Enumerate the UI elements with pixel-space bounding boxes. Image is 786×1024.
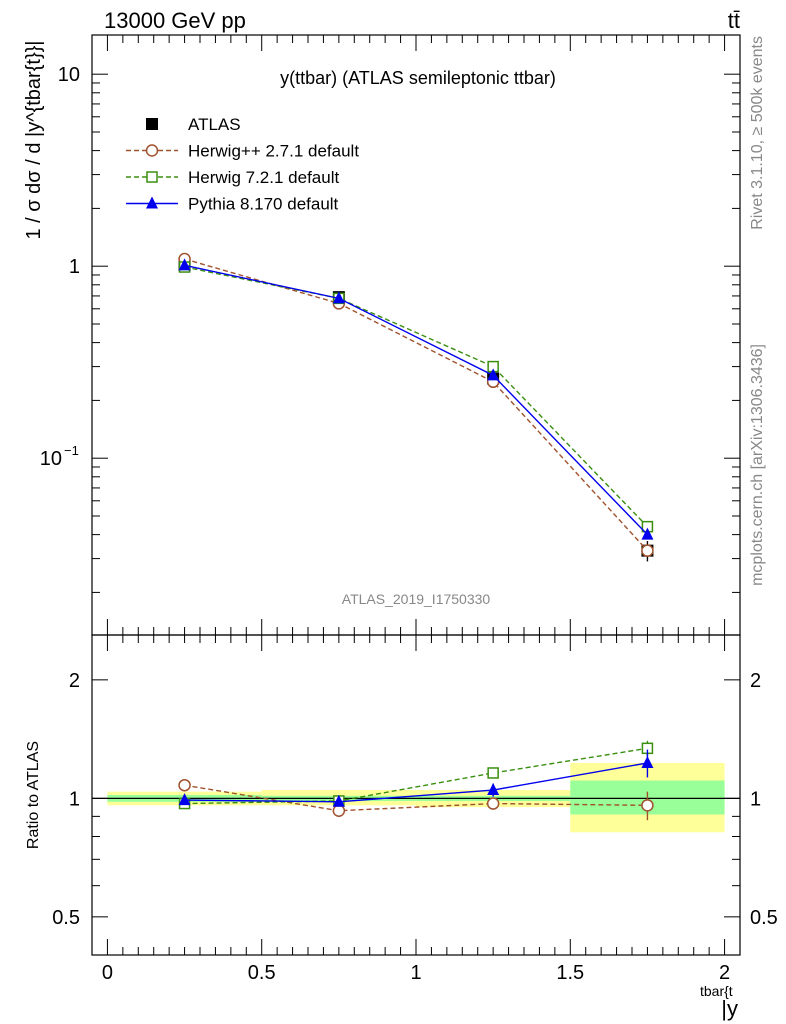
legend-label: ATLAS: [188, 115, 241, 134]
ratio-series-herwig-2-7-1-default: [178, 778, 654, 821]
data-point: [487, 368, 500, 381]
legend-entry: Herwig++ 2.7.1 default: [126, 142, 359, 161]
legend-marker: [145, 144, 159, 157]
ratio-point: [487, 767, 499, 779]
legend-label: Herwig++ 2.7.1 default: [188, 142, 359, 161]
x-tick-label: 0: [102, 962, 113, 984]
y-tick-label: 1: [69, 788, 80, 810]
legend-marker: [146, 196, 158, 209]
data-point: [178, 258, 191, 271]
legend-marker: [146, 118, 158, 130]
x-tick-label: 1.5: [556, 962, 584, 984]
ratio-point: [641, 755, 654, 768]
x-tick-label: 2: [719, 962, 730, 984]
legend-marker: [146, 171, 158, 183]
main-plot-area: [178, 252, 654, 562]
ratio-point: [332, 804, 346, 818]
legend-entry: Pythia 8.170 default: [126, 195, 339, 214]
header-process-label: tt̄: [728, 8, 740, 33]
legend: ATLAS Herwig++ 2.7.1 default Herwig 7.2.1 …: [126, 115, 359, 214]
y-tick-label: 2: [69, 670, 80, 692]
x-axis-label-superscript: tbar{t: [700, 983, 733, 999]
ratio-panel: 0.5 0.5 1 1 2 2 0 0.5 1 1.5 2 Ratio to ATLAS |y: [25, 634, 778, 1021]
main-y-axis-label: 1 / σ dσ / d |y^{tbar{t}}|: [23, 40, 45, 239]
rivet-version-label: Rivet 3.1.10, ≥ 500k events: [749, 36, 766, 230]
y-tick-label-right: 1: [750, 788, 761, 810]
ratio-line: [184, 747, 648, 805]
chart-title: y(ttbar) (ATLAS semileptonic ttbar): [280, 68, 556, 88]
mcplots-label: mcplots.cern.ch [arXiv:1306.3436]: [749, 344, 766, 586]
ratio-point: [487, 783, 500, 796]
x-tick-label: 0.5: [248, 962, 276, 984]
legend-entry: Herwig 7.2.1 default: [126, 168, 339, 187]
y-tick-label: 10: [40, 448, 62, 470]
legend-entry: ATLAS: [146, 115, 241, 134]
legend-label: Herwig 7.2.1 default: [188, 168, 339, 187]
series-line: [184, 266, 648, 528]
y-tick-label: 1: [69, 256, 80, 278]
series-pythia-8-170-default: [178, 258, 654, 540]
header-energy-label: 13000 GeV pp: [104, 8, 246, 33]
x-tick-label: 1: [410, 962, 421, 984]
data-point: [641, 527, 654, 540]
ratio-plot-area: [92, 740, 740, 833]
ratio-line: [184, 784, 648, 812]
series-atlas: [178, 259, 654, 562]
series-herwig-2-7-1-default: [178, 252, 654, 557]
series-line: [184, 258, 648, 552]
legend-label: Pythia 8.170 default: [188, 195, 339, 214]
data-point: [332, 291, 345, 304]
ratio-point: [178, 778, 191, 792]
y-tick-label: 0.5: [52, 907, 80, 929]
ratio-ticks: 0.5 0.5 1 1 2 2 0 0.5 1 1.5 2: [52, 635, 778, 984]
ratio-point: [332, 794, 345, 807]
ratio-line: [184, 762, 648, 803]
y-tick-label-exponent: −1: [64, 443, 79, 458]
y-tick-label: 10: [58, 64, 80, 86]
ratio-series-pythia-8-170-default: [178, 749, 654, 807]
series-line: [184, 264, 648, 536]
x-axis-label: |y: [721, 996, 738, 1021]
series-herwig-7-2-1-default: [178, 261, 654, 533]
y-tick-label-right: 2: [750, 670, 761, 692]
ratio-point: [178, 793, 191, 806]
ratio-y-axis-label: Ratio to ATLAS: [25, 741, 42, 849]
analysis-watermark: ATLAS_2019_I1750330: [342, 591, 491, 607]
ratio-point: [486, 797, 500, 810]
ratio-point: [641, 799, 654, 812]
y-tick-label-right: 0.5: [750, 907, 778, 929]
data-point: [641, 544, 654, 557]
